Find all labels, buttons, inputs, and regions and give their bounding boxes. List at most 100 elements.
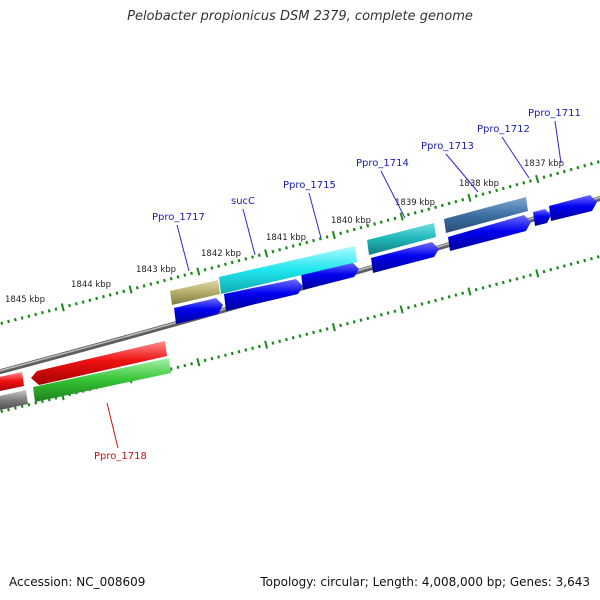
gene-ppro-1718-green-track[interactable]: [33, 358, 171, 402]
gene-succ-track[interactable]: [219, 246, 357, 294]
gene-label-ppro-1717[interactable]: Ppro_1717: [152, 212, 205, 223]
inner-ring-minor-tick: [413, 304, 417, 308]
inner-ring-minor-tick: [20, 404, 24, 409]
inner-ring-minor-tick: [339, 323, 343, 328]
outer-ring-minor-tick: [102, 294, 105, 299]
gene-ppro-1718-feature[interactable]: [31, 341, 171, 402]
inner-ring-minor-tick: [210, 356, 214, 361]
genome-summary-text: Topology: circular; Length: 4,008,000 bp…: [260, 575, 590, 589]
inner-ring-minor-tick: [508, 278, 512, 283]
gene-ppro-1717-feature[interactable]: [170, 280, 223, 324]
inner-ring-minor-tick: [379, 313, 383, 317]
outer-ring-minor-tick: [454, 199, 458, 204]
inner-ring-minor-tick: [298, 334, 302, 338]
outer-ring-minor-tick: [210, 266, 214, 270]
inner-ring-minor-tick: [542, 269, 546, 274]
inner-ring-minor-tick: [488, 284, 492, 288]
gene-left-edge-grey-track[interactable]: [0, 390, 28, 411]
inner-ring-minor-tick: [386, 311, 390, 315]
inner-ring-minor-tick: [244, 348, 248, 352]
gene-ppro-1714-feature[interactable]: [367, 223, 439, 273]
gene-ppro-1712-feature[interactable]: [533, 209, 551, 226]
outer-ring-minor-tick: [556, 171, 560, 176]
gene-label-ppro-1711[interactable]: Ppro_1711: [528, 108, 581, 119]
outer-ring-minor-tick: [7, 319, 10, 324]
inner-ring-minor-tick: [183, 363, 187, 368]
outer-ring-minor-tick: [522, 181, 526, 185]
inner-ring-minor-tick: [481, 286, 485, 290]
gene-label-ppro-1714[interactable]: Ppro_1714: [356, 158, 409, 169]
outer-ring-minor-tick: [373, 222, 377, 226]
gene-label-ppro-1713[interactable]: Ppro_1713: [421, 141, 474, 152]
outer-ring-minor-tick: [224, 262, 227, 267]
tick-label-1843: 1843 kbp: [136, 265, 176, 275]
gene-label-succ[interactable]: sucC: [231, 196, 255, 207]
gene-label-ppro-1718[interactable]: Ppro_1718: [94, 451, 147, 462]
leader-ppro-1715: [308, 192, 322, 239]
outer-ring-minor-tick: [108, 293, 112, 297]
inner-ring-minor-tick: [34, 401, 38, 405]
gene-ppro-1713-feature[interactable]: [444, 197, 531, 251]
outer-ring-minor-tick: [68, 303, 71, 308]
outer-ring-minor-tick: [47, 309, 51, 313]
gene-ppro-1712-arrow[interactable]: [533, 209, 551, 226]
gene-ppro-1713-track[interactable]: [444, 197, 528, 233]
outer-ring-minor-tick: [508, 184, 512, 189]
inner-ring-minor-tick: [569, 262, 573, 266]
inner-ring-minor-tick: [237, 350, 241, 354]
gene-ppro-1717-arrow[interactable]: [174, 298, 223, 324]
inner-ring-minor-tick: [305, 332, 309, 336]
gene-ppro-1711-arrow[interactable]: [549, 195, 597, 221]
outer-ring-major-tick: [399, 212, 404, 221]
inner-ring-minor-tick: [529, 273, 532, 277]
inner-ring-minor-tick: [515, 277, 519, 281]
outer-ring-minor-tick: [54, 307, 58, 311]
inner-ring-minor-tick: [278, 339, 282, 343]
outer-ring-minor-tick: [318, 237, 322, 241]
outer-ring-minor-tick: [135, 286, 139, 290]
gene-label-ppro-1712[interactable]: Ppro_1712: [477, 124, 530, 135]
outer-tick-ring: [0, 160, 600, 325]
outer-ring-minor-tick: [528, 179, 532, 183]
inner-ring-minor-tick: [346, 321, 349, 326]
gene-left-edge-red-track[interactable]: [0, 372, 24, 392]
gene-ppro-1718-track[interactable]: [31, 341, 167, 385]
outer-ring-minor-tick: [278, 248, 282, 252]
gene-ppro-1714-track[interactable]: [367, 223, 436, 255]
outer-ring-minor-tick: [596, 160, 600, 164]
gene-ppro-1713-arrow[interactable]: [448, 215, 531, 251]
gene-ppro-1715-feature[interactable]: [301, 262, 359, 290]
leader-ppro-1712: [501, 136, 530, 179]
inner-ring-minor-tick: [224, 353, 227, 357]
outer-ring-minor-tick: [562, 169, 566, 174]
gene-ppro-1711-feature[interactable]: [549, 195, 597, 221]
outer-ring-major-tick: [196, 267, 201, 276]
gene-ppro-1717-track[interactable]: [170, 280, 220, 305]
inner-ring-minor-tick: [0, 409, 4, 414]
outer-ring-minor-tick: [217, 264, 221, 268]
inner-ring-major-tick: [399, 305, 404, 314]
gene-label-ppro-1715[interactable]: Ppro_1715: [283, 180, 336, 191]
gene-left-edge-feature[interactable]: [0, 372, 28, 411]
inner-ring-minor-tick: [251, 346, 254, 350]
inner-ring-minor-tick: [495, 282, 498, 286]
inner-ring-minor-tick: [427, 300, 431, 304]
map-title: Pelobacter propionicus DSM 2379, complet…: [127, 9, 473, 24]
outer-ring-minor-tick: [569, 167, 573, 172]
outer-ring-minor-tick: [413, 211, 417, 215]
inner-ring-minor-tick: [454, 293, 458, 297]
inner-ring-minor-tick: [169, 367, 173, 371]
gene-ppro-1714-arrow[interactable]: [371, 242, 439, 273]
tick-label-1840: 1840 kbp: [331, 216, 371, 226]
gene-ppro-1715-arrow[interactable]: [301, 262, 359, 290]
gene-succ-arrow[interactable]: [224, 279, 303, 311]
outer-ring-minor-tick: [183, 273, 187, 277]
gene-succ-feature[interactable]: [219, 246, 357, 311]
inner-ring-minor-tick: [447, 295, 451, 299]
tick-label-1841: 1841 kbp: [266, 233, 306, 243]
leader-succ: [242, 208, 256, 256]
inner-ring-minor-tick: [522, 275, 526, 279]
outer-ring-minor-tick: [13, 318, 17, 322]
outer-ring-minor-tick: [379, 220, 383, 224]
